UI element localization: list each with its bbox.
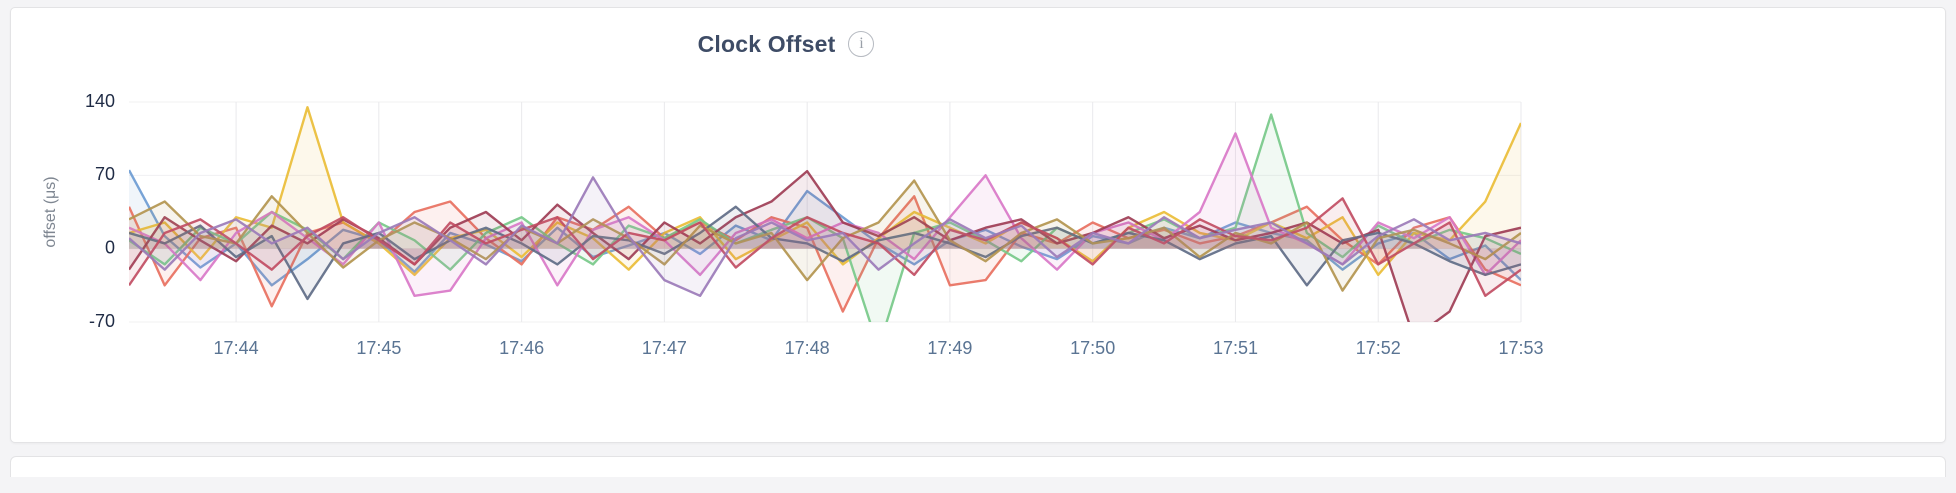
chart-line-series-3 xyxy=(129,106,1521,277)
chart-area-series-5 xyxy=(129,133,1521,296)
chart-area-series-6 xyxy=(129,171,1521,322)
info-icon[interactable]: i xyxy=(848,31,875,57)
x-tick-label: 17:47 xyxy=(642,338,687,358)
page-title: Clock Offset xyxy=(697,30,836,57)
x-tick-label: 17:48 xyxy=(785,338,830,358)
chart-area-series-2 xyxy=(129,196,1521,312)
next-card-top xyxy=(10,456,1946,477)
x-tick-label: 17:45 xyxy=(356,338,401,358)
chart-area-series-9 xyxy=(129,198,1521,296)
x-tick-label: 17:51 xyxy=(1213,338,1258,358)
x-tick-label: 17:50 xyxy=(1070,338,1115,358)
y-tick-label: 140 xyxy=(85,91,115,111)
y-tick-label: 0 xyxy=(105,237,115,257)
x-tick-label: 17:49 xyxy=(927,338,972,358)
chart-line-series-10 xyxy=(129,176,1521,298)
chart-wrap: Clock Offset i 140 70 0 -70 17:44 17:45 17:46 1… xyxy=(11,24,1561,390)
y-axis-label: offset (μs) xyxy=(42,176,59,247)
y-tick-label: -70 xyxy=(89,311,115,331)
chart-line-series-7 xyxy=(129,205,1521,301)
chart-header: Clock Offset i xyxy=(11,24,1561,64)
x-tick-label: 17:46 xyxy=(499,338,544,358)
x-tick-label: 17:44 xyxy=(214,338,259,358)
clock-offset-chart[interactable]: 140 70 0 -70 17:44 17:45 17:46 17:47 17:48 17:49 1… xyxy=(11,90,1561,390)
chart-area-series-4 xyxy=(129,114,1521,322)
y-tick-label: 70 xyxy=(95,164,115,184)
chart-line-series-4 xyxy=(129,113,1521,322)
x-tick-label: 17:53 xyxy=(1498,338,1543,358)
x-tick-label: 17:52 xyxy=(1356,338,1401,358)
chart-line-series-5 xyxy=(129,132,1521,298)
clock-offset-card: Clock Offset i 140 70 0 -70 17:44 17:45 17:46 1… xyxy=(10,7,1946,443)
